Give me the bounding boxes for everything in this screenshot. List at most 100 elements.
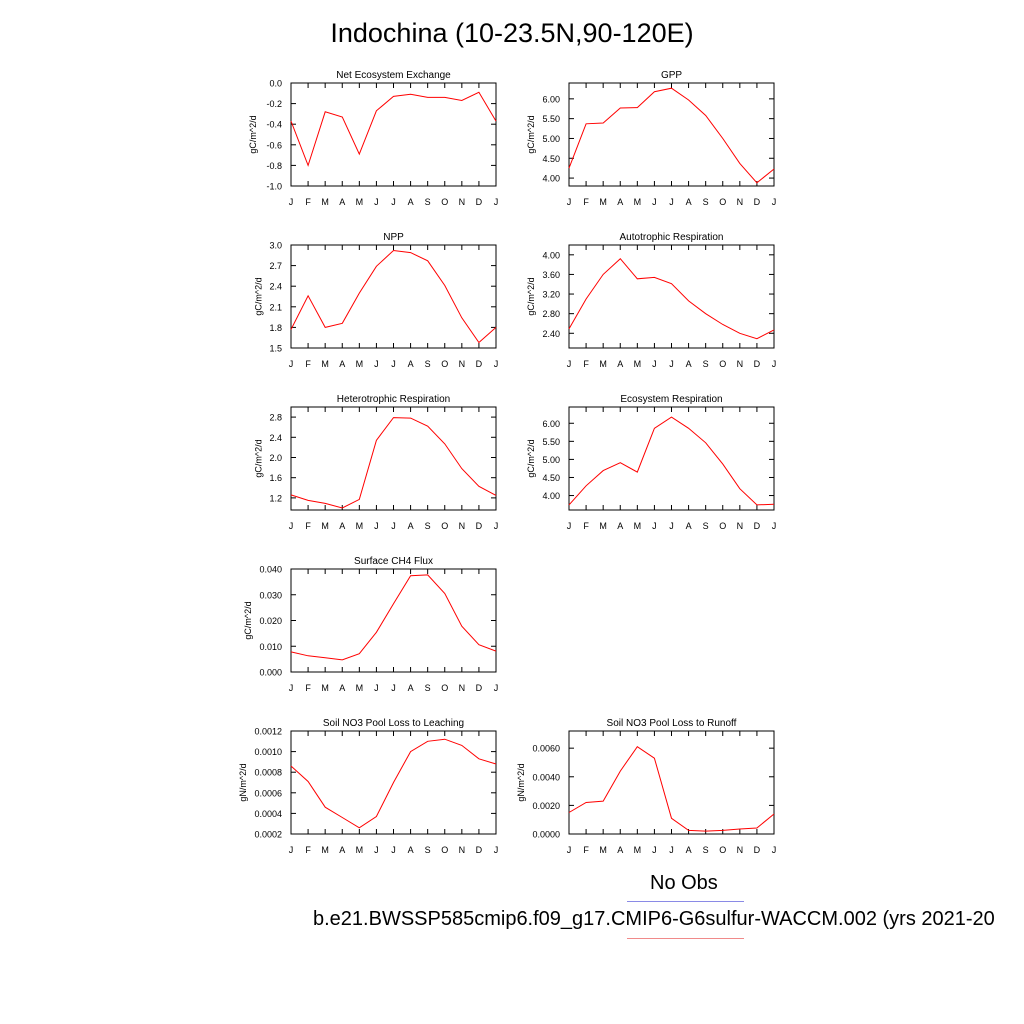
x-tick-label: N <box>737 197 744 207</box>
x-tick-label: J <box>567 359 572 369</box>
y-tick-label: 0.040 <box>259 565 282 575</box>
y-tick-label: 1.5 <box>269 344 282 354</box>
x-tick-label: A <box>686 845 692 855</box>
x-tick-label: O <box>441 521 448 531</box>
y-tick-label: 0.000 <box>259 668 282 678</box>
y-tick-label: 2.4 <box>269 433 282 443</box>
x-tick-label: J <box>652 197 657 207</box>
y-tick-label: 0.0012 <box>254 727 282 737</box>
series-line <box>290 574 497 661</box>
x-tick-label: M <box>599 845 607 855</box>
x-tick-label: A <box>617 521 623 531</box>
x-tick-label: J <box>652 521 657 531</box>
x-tick-label: O <box>719 197 726 207</box>
x-tick-label: J <box>494 359 499 369</box>
panel-title: Ecosystem Respiration <box>620 394 722 405</box>
x-tick-label: O <box>719 845 726 855</box>
series-line <box>568 416 775 506</box>
y-tick-label: 2.0 <box>269 453 282 463</box>
x-tick-label: J <box>772 845 777 855</box>
panel-title: Soil NO3 Pool Loss to Leaching <box>323 718 464 729</box>
x-tick-label: S <box>703 359 709 369</box>
x-tick-label: F <box>305 197 311 207</box>
series-line <box>290 91 497 167</box>
x-tick-label: D <box>476 521 483 531</box>
y-tick-label: 5.50 <box>542 437 560 447</box>
panel-title: GPP <box>661 70 682 81</box>
series-line <box>290 249 497 344</box>
x-tick-label: A <box>686 359 692 369</box>
x-tick-label: S <box>425 359 431 369</box>
x-tick-label: J <box>494 521 499 531</box>
y-tick-label: 0.0006 <box>254 788 282 798</box>
x-tick-label: M <box>321 359 329 369</box>
y-tick-label: 2.1 <box>269 302 282 312</box>
x-tick-label: J <box>652 845 657 855</box>
x-tick-label: S <box>425 683 431 693</box>
x-tick-label: S <box>703 197 709 207</box>
x-tick-label: N <box>459 197 466 207</box>
y-tick-label: 5.50 <box>542 114 560 124</box>
panel-title: Autotrophic Respiration <box>620 232 724 243</box>
y-axis-label: gC/m^2/d <box>248 115 258 153</box>
x-tick-label: J <box>391 197 396 207</box>
page-title: Indochina (10-23.5N,90-120E) <box>330 18 694 48</box>
x-tick-label: J <box>494 197 499 207</box>
x-tick-label: F <box>583 521 589 531</box>
x-tick-label: S <box>703 521 709 531</box>
y-tick-label: 4.50 <box>542 473 560 483</box>
plot-frame <box>290 568 497 673</box>
x-tick-label: M <box>356 359 364 369</box>
x-tick-label: D <box>754 197 761 207</box>
x-tick-label: J <box>374 197 379 207</box>
x-tick-label: M <box>634 197 642 207</box>
x-tick-label: A <box>339 683 345 693</box>
x-tick-label: S <box>425 845 431 855</box>
series-line <box>290 738 497 829</box>
x-tick-label: D <box>754 521 761 531</box>
x-tick-label: A <box>339 197 345 207</box>
x-tick-label: A <box>686 197 692 207</box>
x-tick-label: A <box>408 521 414 531</box>
y-axis-label: gC/m^2/d <box>253 277 263 315</box>
y-tick-label: 0.0000 <box>532 830 560 840</box>
x-tick-label: A <box>617 197 623 207</box>
y-tick-label: 2.80 <box>542 309 560 319</box>
series-line <box>568 257 775 340</box>
x-tick-label: J <box>567 845 572 855</box>
plot-frame <box>290 244 497 349</box>
x-tick-label: J <box>289 197 294 207</box>
y-tick-label: 0.020 <box>259 616 282 626</box>
y-tick-label: 0.0 <box>269 79 282 89</box>
y-tick-label: 3.20 <box>542 290 560 300</box>
y-tick-label: 3.60 <box>542 270 560 280</box>
y-tick-label: 4.00 <box>542 174 560 184</box>
x-tick-label: J <box>567 197 572 207</box>
x-tick-label: F <box>583 197 589 207</box>
y-tick-label: -0.2 <box>266 99 282 109</box>
x-tick-label: A <box>617 359 623 369</box>
y-tick-label: -1.0 <box>266 182 282 192</box>
y-tick-label: 6.00 <box>542 94 560 104</box>
series-line <box>290 417 497 509</box>
x-tick-label: J <box>374 521 379 531</box>
panel-title: Net Ecosystem Exchange <box>336 70 451 81</box>
x-tick-label: O <box>441 683 448 693</box>
x-tick-label: A <box>339 845 345 855</box>
x-tick-label: J <box>391 845 396 855</box>
x-tick-label: M <box>356 197 364 207</box>
x-tick-label: M <box>634 359 642 369</box>
x-tick-label: F <box>305 359 311 369</box>
y-tick-label: 4.50 <box>542 154 560 164</box>
x-tick-label: J <box>669 521 674 531</box>
x-tick-label: S <box>703 845 709 855</box>
x-tick-label: A <box>686 521 692 531</box>
legend-case-line <box>627 938 744 939</box>
x-tick-label: D <box>754 845 761 855</box>
x-tick-label: O <box>719 521 726 531</box>
panel-title: Surface CH4 Flux <box>354 556 433 567</box>
